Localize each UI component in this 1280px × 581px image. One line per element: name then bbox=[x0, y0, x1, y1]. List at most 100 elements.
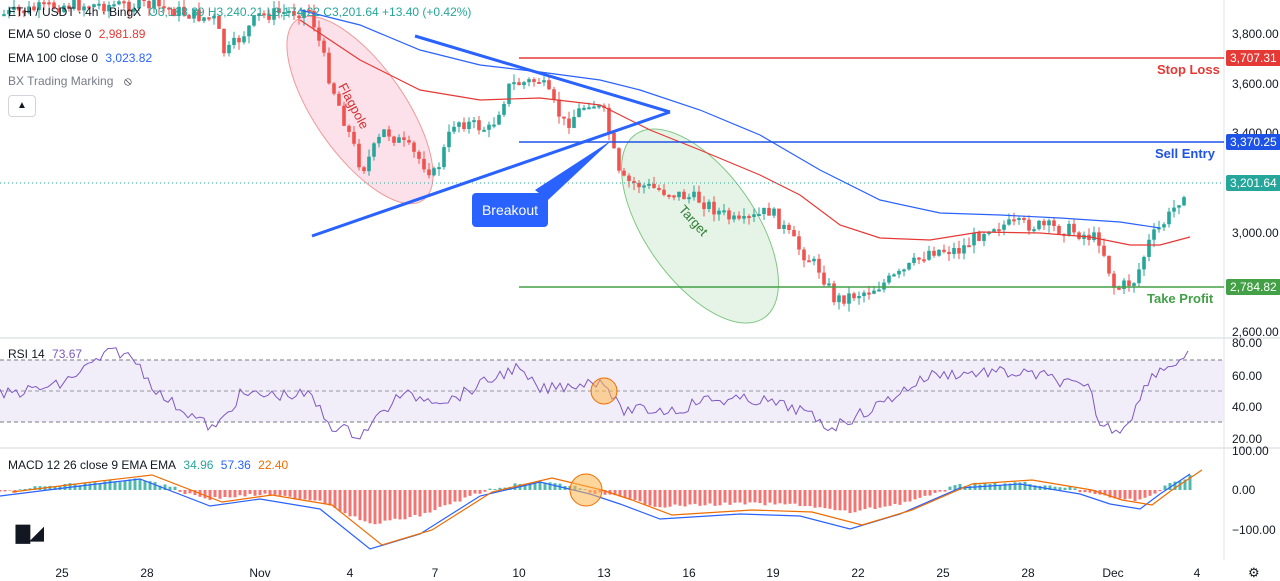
candle-body bbox=[272, 8, 276, 20]
ema50-legend[interactable]: EMA 50 close 0 2,981.89 bbox=[8, 27, 149, 41]
symbol-title[interactable]: ETH / USDT · 4h · BingX bbox=[8, 5, 142, 19]
take-profit-label[interactable]: Take Profit bbox=[1147, 291, 1214, 306]
sell-entry-label[interactable]: Sell Entry bbox=[1155, 146, 1215, 161]
candle-body bbox=[427, 169, 431, 176]
macd-histogram-bar bbox=[1048, 485, 1052, 490]
macd-histogram-bar bbox=[528, 483, 532, 490]
candle-body bbox=[1162, 224, 1166, 228]
macd-histogram-bar bbox=[373, 490, 377, 525]
candle-body bbox=[162, 6, 166, 9]
candle-body bbox=[252, 16, 256, 26]
candle-body bbox=[897, 270, 901, 275]
target-ellipse[interactable] bbox=[591, 103, 810, 350]
macd-histogram-bar bbox=[913, 490, 917, 500]
candle-body bbox=[77, 0, 81, 11]
macd-histogram-bar bbox=[118, 482, 122, 490]
candle-body bbox=[552, 89, 556, 100]
candle-body bbox=[117, 1, 121, 5]
collapse-legend-button[interactable]: ▲ bbox=[8, 95, 36, 117]
candle-body bbox=[672, 195, 676, 198]
macd-histogram-bar bbox=[178, 490, 182, 492]
eye-hidden-icon[interactable]: ⦸ bbox=[124, 74, 132, 88]
macd-histogram-bar bbox=[1078, 490, 1082, 493]
candle-body bbox=[582, 107, 586, 110]
stop-loss-label[interactable]: Stop Loss bbox=[1157, 62, 1220, 77]
time-tick: 16 bbox=[682, 566, 696, 580]
candle-body bbox=[1182, 197, 1186, 206]
macd-histogram-bar bbox=[3, 490, 7, 492]
candle-body bbox=[297, 15, 301, 18]
candle-body bbox=[612, 132, 616, 149]
macd-histogram-bar bbox=[553, 483, 557, 490]
candle-body bbox=[1037, 220, 1041, 230]
macd-histogram-bar bbox=[483, 490, 487, 492]
macd-histogram-bar bbox=[313, 490, 317, 501]
candle-body bbox=[667, 194, 671, 197]
candle-body bbox=[447, 131, 451, 148]
macd-histogram-bar bbox=[933, 490, 937, 493]
candle-body bbox=[1112, 273, 1116, 288]
ema100-legend[interactable]: EMA 100 close 0 3,023.82 bbox=[8, 51, 156, 65]
macd-histogram-bar bbox=[63, 483, 67, 490]
lower-trendline[interactable] bbox=[311, 110, 671, 238]
candle-body bbox=[942, 249, 946, 252]
rsi-highlight-circle[interactable] bbox=[590, 377, 618, 405]
candle-body bbox=[572, 116, 576, 128]
macd-histogram-bar bbox=[113, 481, 117, 490]
candle-body bbox=[17, 6, 21, 11]
candle-body bbox=[622, 170, 626, 176]
macd-histogram-bar bbox=[868, 490, 872, 508]
candle-body bbox=[967, 245, 971, 248]
macd-histogram-bar bbox=[1113, 490, 1117, 499]
candle-body bbox=[327, 52, 331, 84]
candle-body bbox=[482, 129, 486, 132]
macd-histogram-bar bbox=[1168, 483, 1172, 490]
rsi-legend[interactable]: RSI 14 73.67 bbox=[8, 347, 86, 361]
ema50-name: EMA 50 close 0 bbox=[8, 27, 92, 41]
marking-legend[interactable]: BX Trading Marking bbox=[8, 74, 117, 88]
candle-body bbox=[12, 6, 16, 10]
macd-histogram-bar bbox=[848, 490, 852, 514]
candle-body bbox=[292, 10, 296, 16]
upper-trendline[interactable] bbox=[414, 34, 671, 114]
candle-body bbox=[497, 114, 501, 125]
macd-histogram-bar bbox=[938, 490, 942, 492]
macd-histogram-bar bbox=[33, 486, 37, 490]
breakout-callout[interactable]: Breakout bbox=[472, 193, 548, 227]
candle-body bbox=[27, 6, 31, 14]
macd-histogram-bar bbox=[783, 490, 787, 505]
gear-icon[interactable]: ⚙ bbox=[1248, 565, 1260, 580]
macd-highlight-circle[interactable] bbox=[569, 473, 603, 507]
candle-body bbox=[562, 116, 566, 119]
candle-body bbox=[237, 37, 241, 43]
macd-histogram-bar bbox=[268, 490, 272, 496]
tradingview-logo-icon[interactable]: ▇◢ bbox=[16, 523, 44, 543]
candle-body bbox=[1017, 218, 1021, 221]
candle-body bbox=[92, 4, 96, 8]
macd-histogram-bar bbox=[643, 490, 647, 505]
macd-histogram-bar bbox=[453, 490, 457, 502]
macd-histogram-bar bbox=[158, 485, 162, 490]
flagpole-ellipse[interactable] bbox=[260, 0, 460, 226]
macd-histogram-bar bbox=[1148, 490, 1152, 496]
macd-histogram-bar bbox=[533, 482, 537, 490]
macd-histogram-bar bbox=[433, 490, 437, 511]
candle-body bbox=[872, 290, 876, 294]
macd-histogram-bar bbox=[1103, 490, 1107, 496]
candle-body bbox=[1002, 224, 1006, 230]
macd-histogram-bar bbox=[543, 482, 547, 490]
candle-body bbox=[547, 80, 551, 90]
candle-body bbox=[502, 103, 506, 115]
breakout-arrow[interactable] bbox=[535, 140, 612, 200]
symbol-legend[interactable]: ETH / USDT · 4h · BingX O3,188.39 H3,240… bbox=[8, 5, 475, 19]
candle-body bbox=[592, 106, 596, 109]
macd-legend[interactable]: MACD 12 26 close 9 EMA EMA 34.96 57.36 2… bbox=[8, 458, 292, 472]
macd-histogram-bar bbox=[428, 490, 432, 513]
macd-histogram-bar bbox=[663, 490, 667, 508]
macd-histogram-bar bbox=[648, 490, 652, 506]
macd-histogram-bar bbox=[768, 490, 772, 503]
macd-histogram-bar bbox=[308, 490, 312, 501]
macd-histogram-bar bbox=[723, 490, 727, 503]
time-tick: Dec bbox=[1102, 566, 1123, 580]
